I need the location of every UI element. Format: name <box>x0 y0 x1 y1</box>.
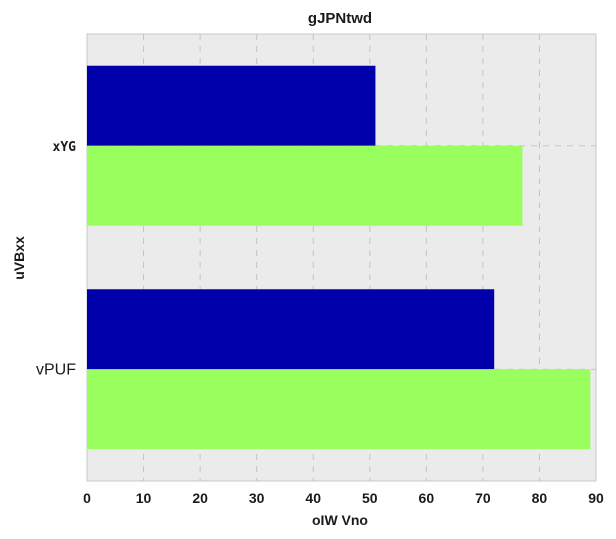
y-categories: xYG vPUF <box>36 140 76 379</box>
bar-xYG-1 <box>87 65 376 146</box>
bar-vPUF-1 <box>87 289 495 370</box>
bars <box>87 65 591 450</box>
x-tick-label: 10 <box>136 490 152 506</box>
x-tick-label: 60 <box>419 490 435 506</box>
x-tick-label: 0 <box>83 490 91 506</box>
chart-title: gJPNtwd <box>308 10 372 27</box>
x-tick-label: 50 <box>362 490 378 506</box>
x-tick-label: 70 <box>475 490 491 506</box>
x-axis-label: oIW Vno <box>312 512 368 528</box>
x-tick-label: 30 <box>249 490 265 506</box>
bar-xYG-2 <box>87 145 523 226</box>
x-tick-label: 80 <box>532 490 548 506</box>
x-tick-label: 20 <box>192 490 208 506</box>
y-axis-label: uVBxx <box>11 236 27 280</box>
x-tick-label: 40 <box>305 490 321 506</box>
bar-vPUF-2 <box>87 369 591 450</box>
y-category-label: xYG <box>53 140 77 155</box>
x-ticks: 0 10 20 30 40 50 60 70 80 90 <box>83 490 604 506</box>
x-tick-label: 90 <box>588 490 604 506</box>
y-category-label: vPUF <box>36 361 76 378</box>
